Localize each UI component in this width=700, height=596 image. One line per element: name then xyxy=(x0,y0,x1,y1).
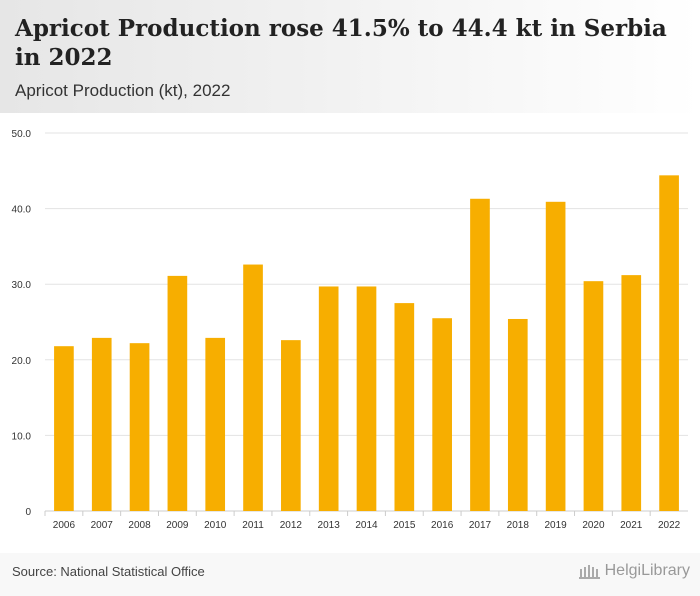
x-tick-label: 2016 xyxy=(431,520,454,531)
y-tick-label: 0 xyxy=(25,507,31,518)
chart-area: 0 10.0 20.0 30.0 40.0 50.0 2006 2007 2008 2009 201… xyxy=(0,113,700,553)
bar xyxy=(205,337,226,511)
x-tick-label: 2018 xyxy=(507,520,530,531)
bar xyxy=(583,281,604,511)
x-tick-label: 2012 xyxy=(280,520,303,531)
bar xyxy=(507,318,528,511)
x-tick-label: 2007 xyxy=(91,520,114,531)
bar xyxy=(432,318,452,511)
source-note: Source: National Statistical Office xyxy=(12,564,205,579)
y-tick-label: 40.0 xyxy=(12,205,32,216)
bar xyxy=(91,337,112,511)
helgi-library-logo: HelgiLibrary xyxy=(578,562,690,580)
x-tick-label: 2006 xyxy=(53,520,76,531)
bar xyxy=(129,343,150,511)
bar xyxy=(243,264,263,511)
x-tick-label: 2021 xyxy=(620,520,643,531)
bar xyxy=(394,303,415,511)
bar xyxy=(659,175,679,511)
bar xyxy=(621,275,642,511)
chart-header: Apricot Production rose 41.5% to 44.4 kt… xyxy=(0,0,700,113)
bar xyxy=(470,198,490,511)
x-tick-label: 2017 xyxy=(469,520,492,531)
bar xyxy=(167,275,188,511)
bar xyxy=(356,286,377,511)
x-tick-label: 2013 xyxy=(318,520,341,531)
y-tick-label: 20.0 xyxy=(12,356,32,367)
bar xyxy=(545,201,566,511)
logo-text: HelgiLibrary xyxy=(604,562,690,579)
y-tick-label: 30.0 xyxy=(12,280,32,291)
x-tick-label: 2015 xyxy=(393,520,416,531)
y-tick-label: 50.0 xyxy=(12,129,32,140)
x-tick-label: 2019 xyxy=(544,520,567,531)
chart-subtitle: Apricot Production (kt), 2022 xyxy=(15,81,231,100)
x-tick-label: 2014 xyxy=(355,520,378,531)
x-tick-label: 2010 xyxy=(204,520,227,531)
bar xyxy=(54,346,74,511)
x-tick-label: 2022 xyxy=(658,520,681,531)
chart-title: Apricot Production rose 41.5% to 44.4 kt… xyxy=(15,15,667,71)
bar-chart: 0 10.0 20.0 30.0 40.0 50.0 2006 2007 2008 2009 201… xyxy=(12,129,688,531)
bar xyxy=(318,286,339,511)
library-icon xyxy=(578,565,600,579)
bar xyxy=(281,340,301,511)
x-tick-label: 2009 xyxy=(166,520,189,531)
x-tick-label: 2011 xyxy=(242,520,264,531)
y-tick-label: 10.0 xyxy=(12,431,32,442)
x-tick-label: 2020 xyxy=(582,520,605,531)
x-tick-label: 2008 xyxy=(128,520,151,531)
